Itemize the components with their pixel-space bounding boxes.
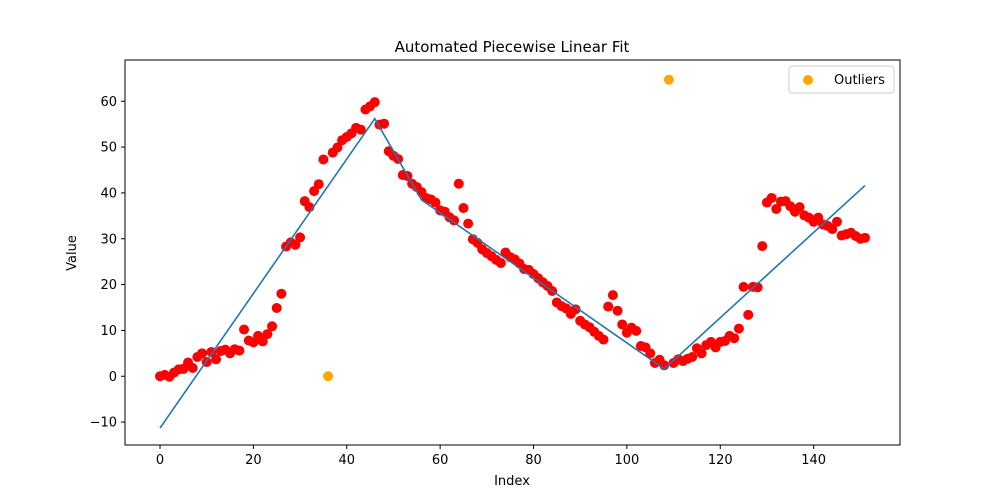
- y-tick-label: 50: [100, 141, 117, 156]
- data-point: [743, 310, 753, 320]
- data-point: [267, 321, 277, 331]
- y-axis-label: Value: [65, 235, 80, 271]
- data-point: [729, 333, 739, 343]
- data-point: [295, 232, 305, 242]
- y-tick-label: 60: [100, 95, 117, 110]
- data-point: [379, 119, 389, 129]
- y-tick-label: 40: [100, 186, 117, 201]
- legend-outliers-label: Outliers: [834, 73, 885, 88]
- data-point: [734, 324, 744, 334]
- data-point: [599, 335, 609, 345]
- data-point: [239, 325, 249, 335]
- data-point: [463, 219, 473, 229]
- data-point: [458, 203, 468, 213]
- y-tick-label: 30: [100, 232, 117, 247]
- data-point: [454, 179, 464, 189]
- legend-outliers-marker: [803, 75, 813, 85]
- data-point: [613, 306, 623, 316]
- data-point: [314, 179, 324, 189]
- x-tick-label: 80: [525, 453, 542, 468]
- legend: Outliers: [789, 66, 894, 93]
- x-axis-label: Index: [494, 474, 530, 489]
- y-tick-label: −10: [90, 416, 117, 431]
- x-tick-label: 120: [708, 453, 733, 468]
- y-tick-label: 20: [100, 278, 117, 293]
- x-tick-label: 40: [338, 453, 355, 468]
- data-point: [496, 258, 506, 268]
- data-point: [631, 326, 641, 336]
- data-point: [832, 217, 842, 227]
- data-point: [767, 193, 777, 203]
- data-point: [739, 282, 749, 292]
- data-point: [318, 154, 328, 164]
- data-point: [234, 346, 244, 356]
- data-point: [687, 352, 697, 362]
- x-tick-label: 140: [801, 453, 826, 468]
- y-tick-label: 0: [109, 370, 117, 385]
- data-point: [603, 302, 613, 312]
- outlier-point: [323, 371, 333, 381]
- chart-title: Automated Piecewise Linear Fit: [395, 38, 630, 56]
- data-point: [197, 348, 207, 358]
- data-point: [188, 363, 198, 373]
- x-tick-label: 0: [156, 453, 164, 468]
- y-tick-label: 10: [100, 324, 117, 339]
- data-point: [276, 289, 286, 299]
- x-tick-label: 60: [432, 453, 449, 468]
- outlier-point: [664, 75, 674, 85]
- x-tick-label: 20: [245, 453, 262, 468]
- data-point: [272, 303, 282, 313]
- x-tick-label: 100: [614, 453, 639, 468]
- data-point: [757, 241, 767, 251]
- data-point: [860, 233, 870, 243]
- data-point: [608, 290, 618, 300]
- data-point: [370, 97, 380, 107]
